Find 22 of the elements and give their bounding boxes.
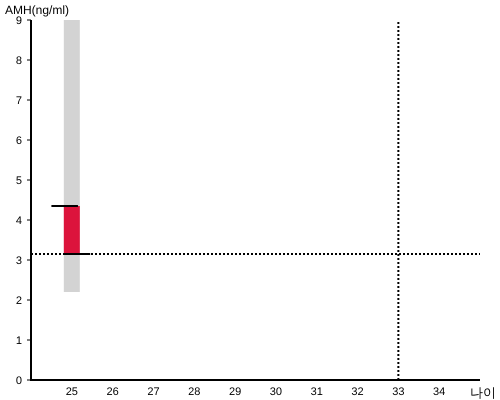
y-tick-label: 2 xyxy=(16,294,22,307)
y-tick-label: 6 xyxy=(16,134,22,147)
x-axis-title: 나이 xyxy=(470,385,496,400)
y-tick-label: 0 xyxy=(16,374,22,387)
y-tick-label: 9 xyxy=(16,14,22,27)
x-tick-label: 26 xyxy=(106,386,119,398)
x-tick-label: 29 xyxy=(228,386,242,398)
x-tick-label: 25 xyxy=(66,386,78,398)
x-tick-label: 32 xyxy=(351,386,364,398)
x-tick-label: 34 xyxy=(433,386,446,398)
y-tick-label: 4 xyxy=(16,214,22,227)
x-tick-label: 28 xyxy=(188,386,200,398)
x-tick-label: 27 xyxy=(147,386,160,398)
y-tick-label: 7 xyxy=(16,94,22,107)
x-tick-label: 30 xyxy=(270,386,282,398)
y-tick-label: 8 xyxy=(16,54,22,67)
x-tick-label: 31 xyxy=(310,386,323,398)
y-tick-label: 5 xyxy=(16,174,22,187)
y-tick-label: 1 xyxy=(16,334,22,347)
y-tick-label: 3 xyxy=(16,254,22,267)
x-tick-label: 33 xyxy=(392,386,404,398)
y-axis-title: AMH(ng/ml) xyxy=(5,3,70,17)
